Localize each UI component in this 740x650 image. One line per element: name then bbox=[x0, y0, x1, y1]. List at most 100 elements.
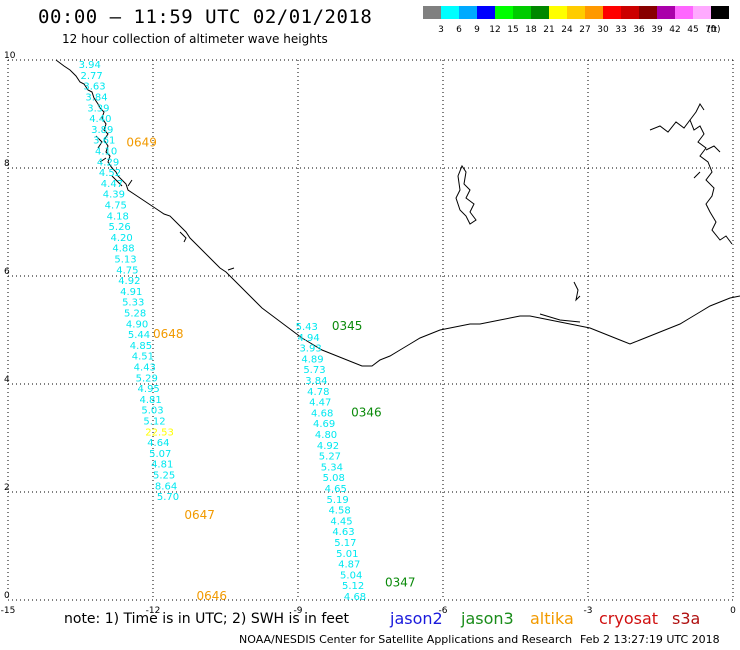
x-tick-label: 0 bbox=[730, 606, 736, 616]
color-bin-label: 12 bbox=[489, 25, 500, 35]
x-tick-label: -6 bbox=[439, 606, 448, 616]
swh-value: 3.84 bbox=[305, 376, 327, 387]
color-bin bbox=[423, 6, 441, 19]
swh-value: 4.40 bbox=[89, 114, 111, 125]
pass-time-label: 0649 bbox=[126, 135, 157, 149]
map-subtitle: 12 hour collection of altimeter wave hei… bbox=[62, 32, 328, 46]
legend-altika: altika bbox=[530, 609, 574, 628]
swh-value: 5.12 bbox=[342, 581, 364, 592]
swh-value: 5.19 bbox=[327, 495, 349, 506]
color-unit-label: (ft) bbox=[707, 25, 721, 35]
swh-value: 3.63 bbox=[83, 82, 105, 93]
legend-cryosat: cryosat bbox=[599, 609, 659, 628]
color-bin bbox=[531, 6, 549, 19]
pass-time-label: 0648 bbox=[153, 327, 184, 341]
color-bin-label: 6 bbox=[456, 25, 462, 35]
swh-value: 5.08 bbox=[323, 473, 345, 484]
swh-value: 4.20 bbox=[110, 233, 132, 244]
color-bin-label: 15 bbox=[507, 25, 518, 35]
swh-value: 5.28 bbox=[124, 309, 146, 320]
swh-value: 4.51 bbox=[132, 352, 154, 363]
y-tick-label: 4 bbox=[4, 375, 10, 385]
swh-value: 5.44 bbox=[128, 330, 150, 341]
color-bin-label: 9 bbox=[474, 25, 480, 35]
swh-value: 4.10 bbox=[95, 147, 117, 158]
swh-value: 4.92 bbox=[118, 276, 140, 287]
lake-volta-outline bbox=[649, 103, 733, 245]
pass-time-label: 0646 bbox=[197, 589, 228, 603]
swh-value: 4.68 bbox=[344, 592, 366, 603]
track-jason3: 5.434.943.934.895.733.844.784.474.684.69… bbox=[296, 319, 416, 603]
color-bin bbox=[513, 6, 531, 19]
swh-value: 5.43 bbox=[296, 322, 318, 333]
pass-time-label: 0347 bbox=[385, 576, 416, 590]
swh-value: 5.70 bbox=[157, 492, 179, 503]
swh-value: 4.89 bbox=[301, 354, 323, 365]
swh-value: 4.75 bbox=[116, 265, 138, 276]
swh-value: 4.47 bbox=[101, 179, 123, 190]
swh-value: 4.58 bbox=[328, 506, 350, 517]
color-bin bbox=[675, 6, 693, 19]
generated-timestamp: Feb 2 13:27:19 UTC 2018 bbox=[580, 633, 720, 646]
color-bin-label: 21 bbox=[543, 25, 554, 35]
color-bin-label: 27 bbox=[579, 25, 590, 35]
swh-value: 4.69 bbox=[313, 419, 335, 430]
color-bin bbox=[657, 6, 675, 19]
swh-value: 22.53 bbox=[145, 427, 174, 438]
y-tick-label: 6 bbox=[4, 267, 10, 277]
swh-value: 5.04 bbox=[340, 570, 362, 581]
swh-value: 5.01 bbox=[336, 549, 358, 560]
color-bin bbox=[639, 6, 657, 19]
coastline-west-africa bbox=[55, 59, 740, 367]
swh-value: 4.91 bbox=[120, 287, 142, 298]
swh-value: 4.81 bbox=[151, 460, 173, 471]
swh-value: 4.90 bbox=[126, 319, 148, 330]
color-bin-label: 24 bbox=[561, 25, 573, 35]
color-bin-label: 42 bbox=[669, 25, 680, 35]
legend-jason2: jason2 bbox=[390, 609, 443, 628]
swh-value: 4.88 bbox=[112, 244, 134, 255]
swh-value: 5.13 bbox=[114, 255, 136, 266]
altimeter-tracks: 3.942.773.633.843.394.403.893.614.104.29… bbox=[79, 60, 416, 603]
color-bin-label: 70 bbox=[705, 25, 717, 35]
swh-value: 4.39 bbox=[103, 190, 125, 201]
coastline-islands-nw bbox=[95, 135, 235, 271]
pass-time-label: 0346 bbox=[351, 405, 382, 419]
color-bin-label: 36 bbox=[633, 25, 645, 35]
color-bin bbox=[693, 6, 711, 19]
y-tick-label: 0 bbox=[4, 591, 10, 601]
y-tick-label: 2 bbox=[4, 483, 10, 493]
swh-value: 4.43 bbox=[134, 363, 156, 374]
inland-lake-outline bbox=[455, 164, 477, 225]
x-tick-label: -3 bbox=[584, 606, 593, 616]
color-scale-legend: 3 6 9 12 15 18 21 24 27 30 33 36 39 42 45 70(ft) bbox=[423, 6, 729, 35]
swh-value: 5.26 bbox=[109, 222, 131, 233]
swh-value: 5.73 bbox=[303, 365, 325, 376]
swh-value: 5.17 bbox=[334, 538, 356, 549]
swh-value: 3.61 bbox=[93, 136, 115, 147]
color-bin-label: 39 bbox=[651, 25, 663, 35]
swh-value: 4.52 bbox=[99, 168, 121, 179]
swh-value: 4.80 bbox=[315, 430, 337, 441]
swh-value: 4.92 bbox=[317, 441, 339, 452]
color-bin bbox=[603, 6, 621, 19]
units-note: note: 1) Time is in UTC; 2) SWH is in fe… bbox=[64, 611, 350, 627]
swh-value: 3.84 bbox=[85, 93, 107, 104]
swh-value: 5.03 bbox=[141, 406, 163, 417]
color-bin bbox=[567, 6, 585, 19]
color-bin-label: 33 bbox=[615, 25, 626, 35]
swh-value: 4.68 bbox=[311, 408, 333, 419]
swh-value: 5.29 bbox=[136, 373, 158, 384]
color-bin-label: 3 bbox=[438, 25, 444, 35]
color-bin bbox=[441, 6, 459, 19]
swh-value: 4.95 bbox=[138, 384, 160, 395]
swh-value: 4.78 bbox=[307, 387, 329, 398]
swh-value: 4.81 bbox=[139, 395, 161, 406]
swh-value: 5.33 bbox=[122, 298, 144, 309]
swh-value: 3.93 bbox=[299, 344, 321, 355]
axis-labels: -15 -12 -9 -6 -3 0 0 2 4 6 8 10 bbox=[1, 51, 736, 616]
swh-value: 4.47 bbox=[309, 398, 331, 409]
x-tick-label: -9 bbox=[294, 606, 303, 616]
color-bin bbox=[477, 6, 495, 19]
